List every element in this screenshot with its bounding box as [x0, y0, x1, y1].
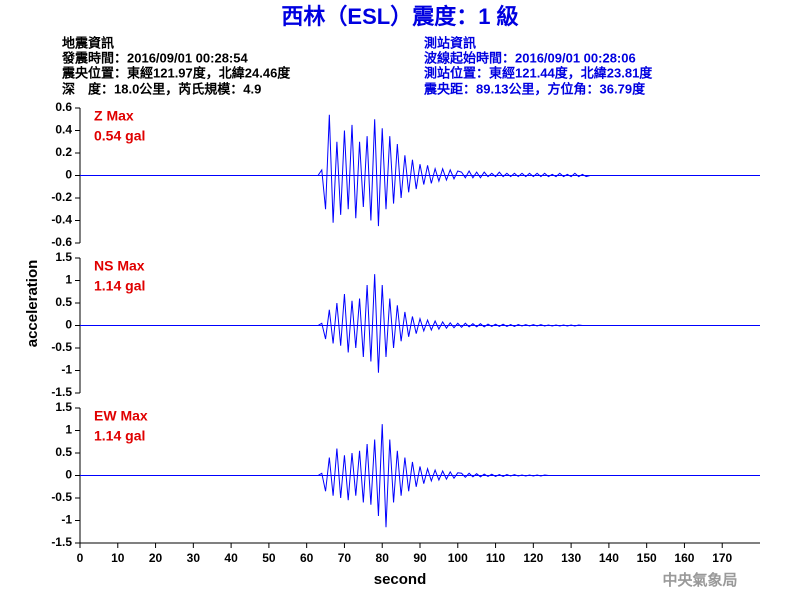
x-tick-label: 20 — [149, 551, 163, 565]
y-tick-label: -1.5 — [51, 385, 72, 399]
y-tick-label: 0.4 — [55, 123, 72, 137]
waveform — [80, 424, 760, 528]
y-tick-label: 0.5 — [55, 295, 72, 309]
y-axis-label: acceleration — [24, 260, 41, 348]
x-tick-label: 70 — [338, 551, 352, 565]
y-tick-label: -0.5 — [51, 490, 72, 504]
waveform — [80, 274, 760, 373]
info-right: 測站資訊 — [424, 35, 476, 50]
y-tick-label: 1.5 — [55, 250, 72, 264]
waveform — [80, 114, 760, 227]
annotation: Z Max — [94, 108, 134, 124]
x-tick-label: 30 — [187, 551, 201, 565]
info-right: 震央距：89.13公里，方位角：36.79度 — [423, 81, 646, 96]
info-left: 深 度：18.0公里，芮氏規模：4.9 — [62, 81, 261, 96]
x-tick-label: 100 — [448, 551, 468, 565]
annotation: 1.14 gal — [94, 278, 145, 294]
y-tick-label: -0.2 — [51, 190, 72, 204]
y-tick-label: -1.5 — [51, 535, 72, 549]
annotation: 1.14 gal — [94, 428, 145, 444]
x-tick-label: 60 — [300, 551, 314, 565]
y-tick-label: -1 — [61, 513, 72, 527]
x-tick-label: 140 — [599, 551, 619, 565]
y-tick-label: -1 — [61, 363, 72, 377]
annotation: NS Max — [94, 258, 145, 274]
y-tick-label: 0.5 — [55, 445, 72, 459]
x-tick-label: 90 — [413, 551, 427, 565]
y-tick-label: 0 — [65, 468, 72, 482]
x-tick-label: 80 — [376, 551, 390, 565]
y-tick-label: 0 — [65, 168, 72, 182]
annotation: EW Max — [94, 408, 148, 424]
x-tick-label: 0 — [77, 551, 84, 565]
y-tick-label: 1 — [65, 273, 72, 287]
info-right: 測站位置：東經121.44度，北緯23.81度 — [424, 65, 653, 80]
footer: 中央氣象局 — [662, 571, 737, 589]
info-left: 發震時間：2016/09/01 00:28:54 — [61, 50, 248, 65]
x-axis-label: second — [374, 571, 427, 588]
x-tick-label: 120 — [523, 551, 543, 565]
y-tick-label: 1.5 — [55, 400, 72, 414]
y-tick-label: 0.6 — [55, 100, 72, 114]
y-tick-label: 0.2 — [55, 145, 72, 159]
y-tick-label: -0.5 — [51, 340, 72, 354]
y-tick-label: -0.4 — [51, 213, 72, 227]
y-tick-label: 0 — [65, 318, 72, 332]
y-tick-label: -0.6 — [51, 235, 72, 249]
title: 西林（ESL）震度：1 級 — [281, 4, 518, 29]
x-tick-label: 40 — [224, 551, 238, 565]
x-tick-label: 50 — [262, 551, 276, 565]
info-left: 震央位置：東經121.97度，北緯24.46度 — [61, 65, 291, 80]
x-tick-label: 110 — [486, 551, 506, 565]
x-tick-label: 150 — [637, 551, 657, 565]
x-tick-label: 160 — [674, 551, 694, 565]
info-left: 地震資訊 — [62, 35, 114, 50]
x-tick-label: 130 — [561, 551, 581, 565]
info-right: 波線起始時間：2016/09/01 00:28:06 — [424, 50, 636, 65]
x-tick-label: 10 — [111, 551, 125, 565]
y-tick-label: 1 — [65, 423, 72, 437]
x-tick-label: 170 — [712, 551, 732, 565]
annotation: 0.54 gal — [94, 128, 145, 144]
